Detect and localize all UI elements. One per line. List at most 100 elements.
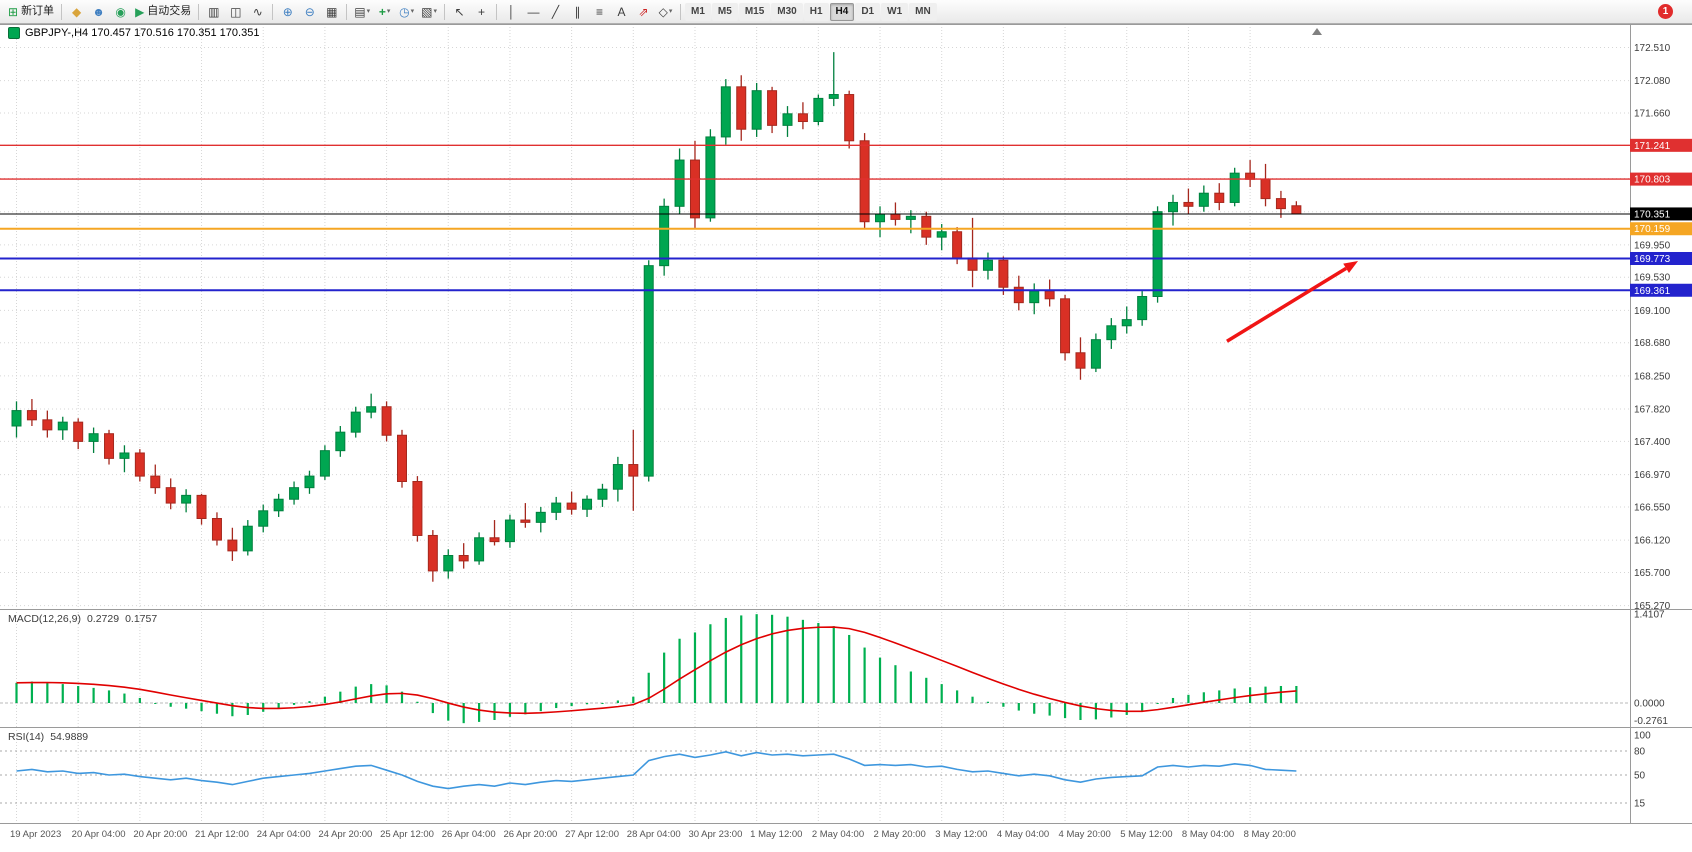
time-axis[interactable]: 19 Apr 2023 20 Apr 04:00 20 Apr 20:00 21 Ap…	[0, 823, 1692, 852]
timeframe-m15-button[interactable]: M15	[738, 2, 771, 21]
macd-histogram-bar	[1279, 685, 1283, 703]
new-order-button[interactable]: ⊞ 新订单	[5, 2, 57, 22]
macd-histogram-bar	[570, 703, 573, 707]
candle-bearish	[381, 406, 392, 436]
crosshair-button[interactable]: +	[471, 2, 492, 22]
templates-button[interactable]: ▧ ▾	[418, 2, 440, 22]
horizontal-line-tool-button[interactable]: —	[523, 2, 544, 22]
trend-arrow-head[interactable]	[1343, 261, 1359, 274]
price-axis-label: 167.820	[1634, 405, 1671, 416]
timeframe-d1-button[interactable]: D1	[855, 2, 881, 21]
toolbar-separator	[496, 3, 498, 20]
bar-chart-button[interactable]: ▥	[203, 2, 224, 22]
candlestick-button[interactable]: ◫	[225, 2, 246, 22]
candle-bearish	[1044, 290, 1055, 300]
channel-tool-button[interactable]: ∥	[567, 2, 588, 22]
macd-histogram-bar	[1094, 703, 1097, 720]
candle-bullish	[551, 502, 562, 513]
indicators-icon: +	[378, 4, 386, 19]
timeframe-mn-button[interactable]: MN	[909, 2, 937, 21]
signals-icon: ◉	[115, 4, 126, 19]
macd-histogram-bar	[1171, 697, 1175, 703]
macd-histogram-bar	[801, 619, 805, 703]
macd-histogram-bar	[632, 696, 635, 703]
candle-bullish	[88, 433, 99, 442]
cursor-icon: ↖	[454, 4, 465, 19]
tile-windows-button[interactable]: ▦	[321, 2, 342, 22]
timeframe-h4-button[interactable]: H4	[829, 2, 855, 21]
candle-bullish	[1090, 339, 1101, 369]
timeframe-m1-button[interactable]: M1	[685, 2, 711, 21]
new-order-label: 新订单	[21, 5, 55, 17]
rsi-label: RSI(14) 54.9889	[8, 731, 88, 743]
price-axis-label: 167.400	[1634, 437, 1671, 448]
periods-button[interactable]: ◷ ▾	[396, 2, 417, 22]
timeframe-m5-button[interactable]: M5	[711, 2, 738, 21]
candle-bearish	[196, 494, 207, 520]
candle-bearish	[1214, 192, 1225, 203]
time-axis-label: 2 May 04:00	[811, 829, 865, 840]
macd-main-value: 0.2729	[86, 613, 120, 625]
candle-bullish	[304, 475, 315, 489]
macd-histogram-bar	[15, 682, 18, 703]
macd-histogram-bar	[1233, 688, 1236, 703]
candle-bullish	[612, 464, 623, 490]
candle-bullish	[181, 494, 192, 504]
price-axis-label: 169.530	[1634, 273, 1671, 284]
cursor-button[interactable]: ↖	[449, 2, 470, 22]
macd-histogram-bar	[1063, 703, 1067, 719]
rsi-line	[16, 750, 1297, 790]
macd-panel[interactable]: 1.4107 0.0000 -0.2761	[0, 609, 1692, 727]
rsi-panel[interactable]: 100 80 50 15	[0, 727, 1692, 823]
price-tag-label: 170.803	[1634, 175, 1671, 186]
line-chart-button[interactable]: ∿	[247, 2, 268, 22]
market-button[interactable]: ◆	[66, 2, 87, 22]
crosshair-icon: +	[478, 4, 486, 19]
timeframe-m30-button[interactable]: M30	[771, 2, 803, 21]
signals-button[interactable]: ◉	[110, 2, 131, 22]
chart-shift-marker[interactable]	[1312, 28, 1322, 35]
arrows-tool-button[interactable]: ⇗	[633, 2, 654, 22]
macd-histogram-bar	[878, 657, 882, 703]
macd-histogram-bar	[370, 684, 373, 703]
candle-bullish	[875, 213, 886, 223]
autotrading-button[interactable]: ▶ 自动交易	[132, 2, 194, 22]
new-chart-button[interactable]: ▤ ▾	[351, 2, 373, 22]
main-price-chart[interactable]: 171.241 170.803 170.351 170.159 169.773 169.3…	[0, 24, 1692, 609]
candle-bearish	[412, 481, 423, 536]
indicators-button[interactable]: + ▾	[374, 2, 395, 22]
zoom-in-button[interactable]: ⊕	[277, 2, 298, 22]
text-tool-button[interactable]: A	[611, 2, 632, 22]
price-axis-label: 166.970	[1634, 470, 1671, 481]
timeframe-h1-button[interactable]: H1	[803, 2, 829, 21]
macd-histogram-bar	[200, 703, 203, 712]
notification-badge[interactable]: 1	[1658, 4, 1673, 19]
vertical-line-tool-button[interactable]: │	[501, 2, 522, 22]
shapes-tool-button[interactable]: ◇ ▾	[655, 2, 676, 22]
time-axis-label: 26 Apr 04:00	[441, 829, 496, 840]
macd-histogram-bar	[786, 616, 789, 703]
macd-axis-label: -0.2761	[1634, 716, 1668, 727]
macd-histogram-bar	[169, 703, 172, 707]
vertical-line-icon: │	[507, 4, 516, 19]
candle-bearish	[73, 421, 84, 442]
candle-bearish	[921, 215, 932, 238]
zoom-out-button[interactable]: ⊖	[299, 2, 320, 22]
chevron-down-icon: ▾	[366, 8, 371, 15]
candle-bullish	[319, 450, 330, 477]
trendline-icon: ╱	[551, 4, 560, 19]
trend-arrow-line[interactable]	[1226, 266, 1348, 343]
macd-histogram-bar	[30, 681, 34, 703]
candle-bearish	[1075, 352, 1086, 369]
community-icon: ☻	[92, 4, 105, 19]
macd-histogram-bar	[585, 703, 589, 705]
macd-histogram-bar	[339, 691, 342, 703]
community-button[interactable]: ☻	[88, 2, 109, 22]
macd-histogram-bar	[616, 700, 619, 703]
time-axis-label: 24 Apr 04:00	[256, 829, 311, 840]
macd-histogram-bar	[894, 665, 897, 703]
trendline-tool-button[interactable]: ╱	[545, 2, 566, 22]
timeframe-w1-button[interactable]: W1	[881, 2, 909, 21]
fibonacci-tool-button[interactable]: ≡	[589, 2, 610, 22]
price-axis-label: 165.270	[1634, 601, 1671, 609]
